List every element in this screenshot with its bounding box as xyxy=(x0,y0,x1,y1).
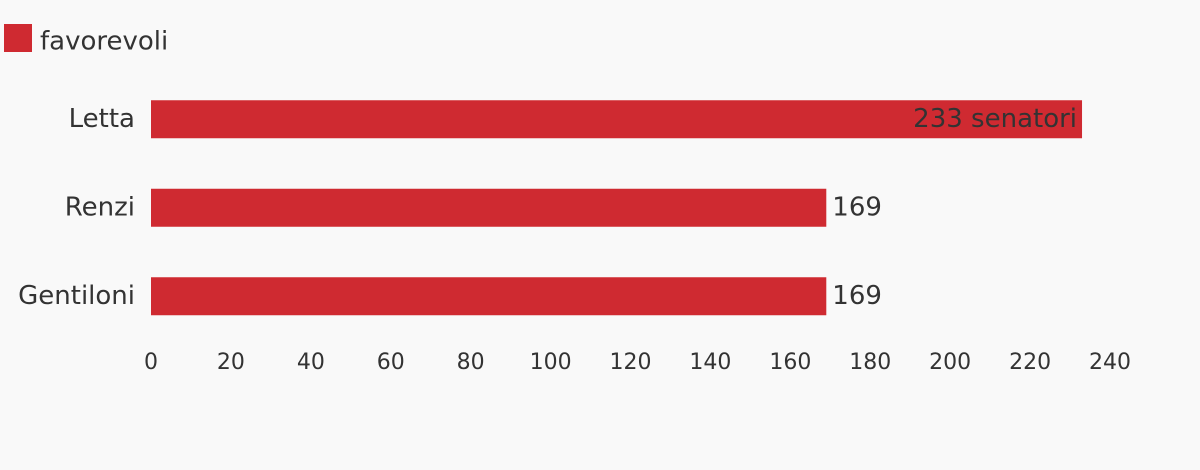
value-label: 169 xyxy=(832,281,882,311)
x-tick-label: 200 xyxy=(929,350,971,375)
x-tick-label: 100 xyxy=(530,350,572,375)
x-tick-label: 220 xyxy=(1009,350,1051,375)
value-label: 169 xyxy=(832,192,882,222)
legend-swatch xyxy=(4,24,32,52)
bar xyxy=(151,100,1083,139)
x-tick-label: 40 xyxy=(297,350,325,375)
x-tick-label: 160 xyxy=(769,350,811,375)
x-tick-label: 60 xyxy=(377,350,405,375)
bar xyxy=(151,277,827,316)
y-tick-label: Letta xyxy=(69,104,135,134)
x-tick-label: 140 xyxy=(689,350,731,375)
x-tick-label: 80 xyxy=(457,350,485,375)
x-tick-label: 0 xyxy=(144,350,158,375)
x-tick-label: 20 xyxy=(217,350,245,375)
legend-label: favorevoli xyxy=(40,27,168,57)
x-tick-label: 120 xyxy=(610,350,652,375)
value-label: 233 senatori xyxy=(913,104,1077,134)
x-tick-label: 240 xyxy=(1089,350,1131,375)
y-tick-label: Gentiloni xyxy=(18,281,135,311)
y-tick-label: Renzi xyxy=(65,192,135,222)
x-tick-label: 180 xyxy=(849,350,891,375)
bar xyxy=(151,188,827,227)
